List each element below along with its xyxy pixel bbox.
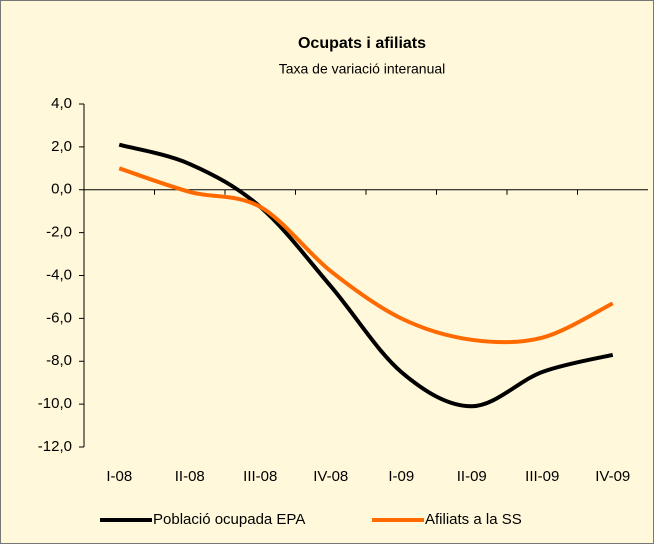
x-tick-label: II-08 [175, 468, 205, 485]
series-line [118, 166, 614, 345]
chart-title: Ocupats i afiliats [298, 35, 426, 52]
x-tick-label: III-08 [243, 468, 277, 485]
x-tick-label: I-09 [388, 468, 414, 485]
x-tick-label: IV-08 [313, 468, 348, 485]
x-tick-label: I-08 [106, 468, 132, 485]
y-tick-label: -12,0 [38, 438, 72, 455]
y-tick-label: -8,0 [46, 352, 72, 369]
y-tick-label: 2,0 [51, 138, 72, 155]
legend-label: Població ocupada EPA [153, 511, 305, 528]
y-tick-label: -10,0 [38, 395, 72, 412]
x-tick-label: III-09 [525, 468, 559, 485]
y-tick-label: -4,0 [46, 266, 72, 283]
x-tick-label: IV-09 [595, 468, 630, 485]
x-tick-label: II-09 [457, 468, 487, 485]
y-tick-label: 0,0 [51, 181, 72, 198]
y-tick-label: 4,0 [51, 95, 72, 112]
y-tick-label: -6,0 [46, 309, 72, 326]
y-tick-label: -2,0 [46, 224, 72, 241]
legend-label: Afiliats a la SS [425, 511, 522, 528]
chart-subtitle: Taxa de variació interanual [279, 61, 446, 77]
series-line [118, 142, 614, 409]
